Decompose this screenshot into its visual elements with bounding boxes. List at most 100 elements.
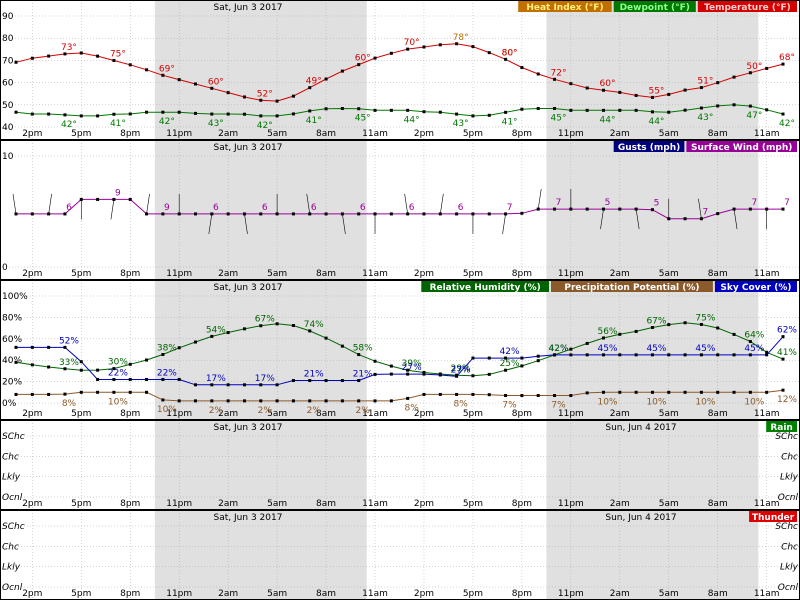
x-tick-label: 2am — [218, 269, 238, 279]
data-point — [63, 212, 67, 216]
x-tick-label: 5pm — [71, 589, 91, 599]
data-label: 80° — [502, 48, 518, 58]
night-shade-0 — [154, 510, 367, 599]
legend-box — [714, 281, 797, 292]
legend-label: Gusts (mph) — [618, 143, 680, 153]
x-tick-label: 5pm — [71, 129, 91, 139]
x-tick-label: 8am — [708, 409, 728, 419]
legend-label: Dewpoint (°F) — [620, 3, 690, 13]
data-label: 17% — [255, 374, 275, 384]
data-point — [96, 54, 100, 58]
wind-barb — [208, 213, 213, 234]
x-tick-label: 11pm — [166, 499, 192, 509]
x-tick-label: 8am — [708, 499, 728, 509]
y-tick-label: 0 — [2, 263, 8, 273]
data-point — [438, 392, 442, 396]
data-point — [291, 112, 295, 116]
x-tick-label: 2pm — [22, 499, 42, 509]
data-point — [781, 207, 785, 211]
y-tick-label: 80 — [2, 34, 14, 44]
data-point — [422, 371, 426, 375]
data-point — [177, 110, 181, 114]
data-point — [177, 377, 181, 381]
data-point — [357, 379, 361, 383]
data-point — [520, 356, 524, 360]
wind-barb — [146, 193, 150, 214]
x-tick-label: 11pm — [166, 269, 192, 279]
x-tick-label: 11pm — [558, 269, 584, 279]
data-point — [324, 379, 328, 383]
data-point — [732, 390, 736, 394]
data-point — [194, 340, 198, 344]
data-point — [683, 390, 687, 394]
y-tick-label-right: Ocnl — [778, 583, 799, 593]
wind-barb — [440, 193, 444, 214]
data-point — [259, 212, 263, 216]
data-point — [291, 212, 295, 216]
data-point — [422, 392, 426, 396]
data-point — [128, 197, 132, 201]
data-point — [634, 93, 638, 97]
series-line — [16, 336, 784, 386]
data-label: 47° — [746, 111, 762, 121]
x-tick-label: 2pm — [22, 589, 42, 599]
data-point — [96, 368, 100, 372]
data-point — [145, 68, 149, 72]
data-point — [210, 383, 214, 387]
data-point — [210, 112, 214, 116]
x-tick-label: 8am — [316, 499, 336, 509]
thunder-panel: Ocnl Ocnl Lkly Lkly Chc Chc SChc SChc Sat, Jun 3… — [0, 510, 800, 600]
data-point — [389, 108, 393, 112]
x-tick-label: 8am — [316, 589, 336, 599]
data-label: 42% — [500, 347, 520, 357]
night-shade-1 — [546, 0, 759, 139]
data-point — [748, 340, 752, 344]
data-point — [128, 63, 132, 67]
data-point — [455, 392, 459, 396]
data-point — [699, 106, 703, 110]
data-point — [30, 212, 34, 216]
data-label: 10% — [695, 397, 715, 407]
legend-label: Thunder — [752, 513, 795, 523]
data-point — [732, 75, 736, 79]
data-point — [161, 73, 165, 77]
data-label: 51° — [697, 77, 713, 87]
y-tick-label-right: Lkly — [780, 563, 799, 573]
data-label: 41° — [306, 116, 322, 126]
data-point — [340, 344, 344, 348]
data-point — [63, 392, 67, 396]
y-tick-label: 40% — [2, 356, 22, 366]
data-point — [177, 346, 181, 350]
data-label: 2% — [356, 406, 371, 416]
data-point — [161, 377, 165, 381]
data-point — [96, 377, 100, 381]
x-tick-label: 8pm — [120, 589, 140, 599]
data-point — [781, 112, 785, 116]
data-point — [765, 66, 769, 70]
x-tick-label: 5pm — [71, 409, 91, 419]
y-tick-label: 10 — [2, 152, 14, 162]
data-label: 45° — [551, 114, 567, 124]
data-point — [553, 77, 557, 81]
data-point — [128, 390, 132, 394]
data-point — [748, 207, 752, 211]
data-point — [275, 399, 279, 403]
y-tick-label: Lkly — [2, 563, 21, 573]
data-point — [357, 399, 361, 403]
data-point — [455, 42, 459, 46]
data-point — [242, 399, 246, 403]
data-point — [471, 45, 475, 49]
data-point — [422, 110, 426, 114]
data-point — [259, 98, 263, 102]
data-point — [128, 112, 132, 116]
data-point — [765, 108, 769, 112]
data-label: 54% — [206, 325, 226, 335]
data-point — [699, 390, 703, 394]
data-point — [161, 110, 165, 114]
x-tick-label: 5am — [659, 409, 679, 419]
data-point — [177, 399, 181, 403]
night-shade-0 — [154, 280, 367, 419]
night-shade-0 — [154, 140, 367, 279]
data-point — [259, 324, 263, 328]
